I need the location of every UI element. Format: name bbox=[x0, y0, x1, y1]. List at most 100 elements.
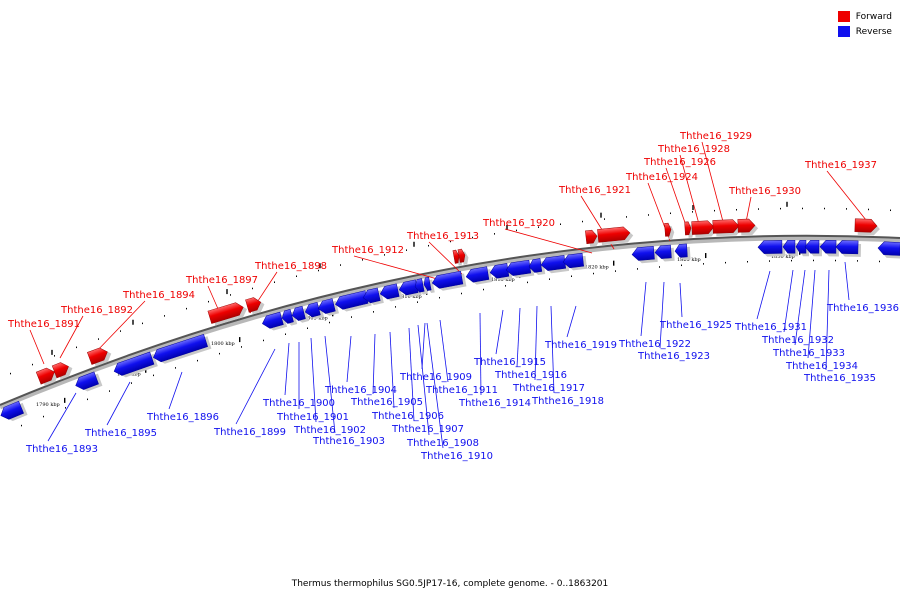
reverse-gene-label[interactable]: Ththe16_1925 bbox=[659, 320, 732, 331]
reverse-gene[interactable] bbox=[151, 333, 212, 366]
forward-gene-label[interactable]: Ththe16_1937 bbox=[804, 160, 877, 171]
leader-line bbox=[408, 327, 415, 422]
reverse-gene[interactable] bbox=[465, 266, 493, 286]
leader-line bbox=[844, 261, 850, 301]
forward-gene[interactable] bbox=[457, 248, 470, 265]
scale-tick-label: 1800 kbp bbox=[211, 341, 235, 347]
forward-gene-label[interactable]: Ththe16_1920 bbox=[482, 218, 555, 229]
legend: Forward Reverse bbox=[837, 9, 892, 39]
reverse-gene-label[interactable]: Ththe16_1908 bbox=[406, 438, 479, 449]
reverse-gene-label[interactable]: Ththe16_1922 bbox=[618, 339, 691, 350]
reverse-gene-label[interactable]: Ththe16_1915 bbox=[473, 357, 546, 368]
minor-tick bbox=[615, 270, 616, 272]
reverse-gene-label[interactable]: Ththe16_1916 bbox=[494, 370, 567, 381]
reverse-gene[interactable] bbox=[835, 240, 862, 257]
reverse-gene[interactable] bbox=[431, 270, 467, 293]
forward-gene[interactable] bbox=[245, 295, 266, 315]
reverse-gene[interactable] bbox=[317, 298, 339, 318]
reverse-gene[interactable] bbox=[379, 283, 403, 303]
reverse-gene-label[interactable]: Ththe16_1935 bbox=[803, 373, 876, 384]
reverse-gene-label[interactable]: Ththe16_1899 bbox=[213, 427, 286, 438]
forward-gene[interactable] bbox=[585, 229, 601, 247]
reverse-gene-label[interactable]: Ththe16_1923 bbox=[637, 351, 710, 362]
reverse-gene-label[interactable]: Ththe16_1931 bbox=[734, 322, 807, 333]
forward-gene-label[interactable]: Ththe16_1929 bbox=[679, 131, 752, 142]
reverse-gene-label[interactable]: Ththe16_1901 bbox=[276, 412, 349, 423]
forward-gene[interactable] bbox=[664, 222, 675, 240]
leader-line bbox=[168, 371, 183, 410]
reverse-gene-label[interactable]: Ththe16_1911 bbox=[425, 385, 498, 396]
reverse-gene[interactable] bbox=[0, 400, 28, 424]
reverse-gene[interactable] bbox=[782, 239, 799, 257]
minor-tick bbox=[43, 415, 44, 418]
reverse-gene-label[interactable]: Ththe16_1936 bbox=[826, 303, 899, 314]
forward-gene-label[interactable]: Ththe16_1912 bbox=[331, 245, 404, 256]
minor-tick bbox=[252, 287, 253, 290]
forward-gene[interactable] bbox=[737, 218, 759, 236]
reverse-gene[interactable] bbox=[261, 311, 288, 333]
reverse-gene[interactable] bbox=[674, 243, 691, 261]
forward-gene-label[interactable]: Ththe16_1892 bbox=[60, 305, 133, 316]
forward-gene[interactable] bbox=[691, 220, 718, 238]
gene-arrow bbox=[398, 279, 419, 296]
minor-tick bbox=[98, 338, 99, 340]
reverse-gene[interactable] bbox=[654, 244, 675, 262]
reverse-gene-label[interactable]: Ththe16_1902 bbox=[293, 425, 366, 436]
reverse-gene[interactable] bbox=[362, 287, 384, 307]
forward-gene[interactable] bbox=[712, 219, 743, 237]
forward-gene-label[interactable]: Ththe16_1928 bbox=[657, 144, 730, 155]
reverse-gene-label[interactable]: Ththe16_1933 bbox=[772, 348, 845, 359]
major-tick-upper bbox=[413, 241, 415, 247]
reverse-gene-label[interactable]: Ththe16_1910 bbox=[420, 451, 493, 462]
reverse-gene[interactable] bbox=[804, 239, 823, 257]
reverse-gene[interactable] bbox=[505, 259, 535, 280]
reverse-gene[interactable] bbox=[757, 240, 786, 257]
leader-line bbox=[550, 305, 555, 394]
reverse-gene[interactable] bbox=[631, 245, 658, 264]
forward-gene-label[interactable]: Ththe16_1924 bbox=[625, 172, 698, 183]
minor-tick bbox=[384, 254, 385, 256]
forward-gene[interactable] bbox=[207, 300, 249, 326]
reverse-gene-label[interactable]: Ththe16_1907 bbox=[391, 424, 464, 435]
reverse-gene-label[interactable]: Ththe16_1919 bbox=[544, 340, 617, 351]
forward-gene-label[interactable]: Ththe16_1926 bbox=[643, 157, 716, 168]
reverse-gene[interactable] bbox=[112, 351, 158, 380]
reverse-gene[interactable] bbox=[877, 241, 900, 259]
reverse-gene[interactable] bbox=[819, 240, 840, 257]
forward-gene[interactable] bbox=[597, 226, 634, 246]
forward-gene-label[interactable]: Ththe16_1913 bbox=[406, 231, 479, 242]
reverse-gene-label[interactable]: Ththe16_1900 bbox=[262, 398, 335, 409]
reverse-gene-label[interactable]: Ththe16_1896 bbox=[146, 412, 219, 423]
reverse-gene-label[interactable]: Ththe16_1914 bbox=[458, 398, 531, 409]
forward-gene-label[interactable]: Ththe16_1897 bbox=[185, 275, 258, 286]
major-tick-lower bbox=[613, 260, 615, 266]
reverse-gene[interactable] bbox=[423, 276, 435, 294]
reverse-gene[interactable] bbox=[540, 255, 570, 274]
reverse-gene[interactable] bbox=[489, 263, 513, 282]
forward-gene-label[interactable]: Ththe16_1894 bbox=[122, 290, 195, 301]
reverse-gene-label[interactable]: Ththe16_1909 bbox=[399, 372, 472, 383]
reverse-gene[interactable] bbox=[73, 371, 103, 395]
reverse-gene-label[interactable]: Ththe16_1906 bbox=[371, 411, 444, 422]
reverse-gene-label[interactable]: Ththe16_1904 bbox=[324, 385, 397, 396]
reverse-gene-label[interactable]: Ththe16_1903 bbox=[312, 436, 385, 447]
forward-gene[interactable] bbox=[854, 218, 880, 236]
legend-forward: Forward bbox=[837, 9, 892, 24]
forward-gene[interactable] bbox=[35, 365, 60, 387]
forward-gene-label[interactable]: Ththe16_1921 bbox=[558, 185, 631, 196]
reverse-gene-label[interactable]: Ththe16_1934 bbox=[785, 361, 858, 372]
forward-gene-label[interactable]: Ththe16_1898 bbox=[254, 261, 327, 272]
forward-gene[interactable] bbox=[87, 345, 113, 368]
forward-gene-label[interactable]: Ththe16_1891 bbox=[7, 319, 80, 330]
reverse-gene-label[interactable]: Ththe16_1917 bbox=[512, 383, 585, 394]
reverse-gene-label[interactable]: Ththe16_1905 bbox=[350, 397, 423, 408]
forward-gene-label[interactable]: Ththe16_1930 bbox=[728, 186, 801, 197]
reverse-gene-label[interactable]: Ththe16_1932 bbox=[761, 335, 834, 346]
reverse-gene-label[interactable]: Ththe16_1918 bbox=[531, 396, 604, 407]
reverse-gene[interactable] bbox=[562, 252, 588, 272]
reverse-gene-label[interactable]: Ththe16_1893 bbox=[25, 444, 98, 455]
minor-tick bbox=[219, 352, 220, 355]
forward-gene[interactable] bbox=[51, 359, 75, 380]
reverse-gene-label[interactable]: Ththe16_1895 bbox=[84, 428, 157, 439]
